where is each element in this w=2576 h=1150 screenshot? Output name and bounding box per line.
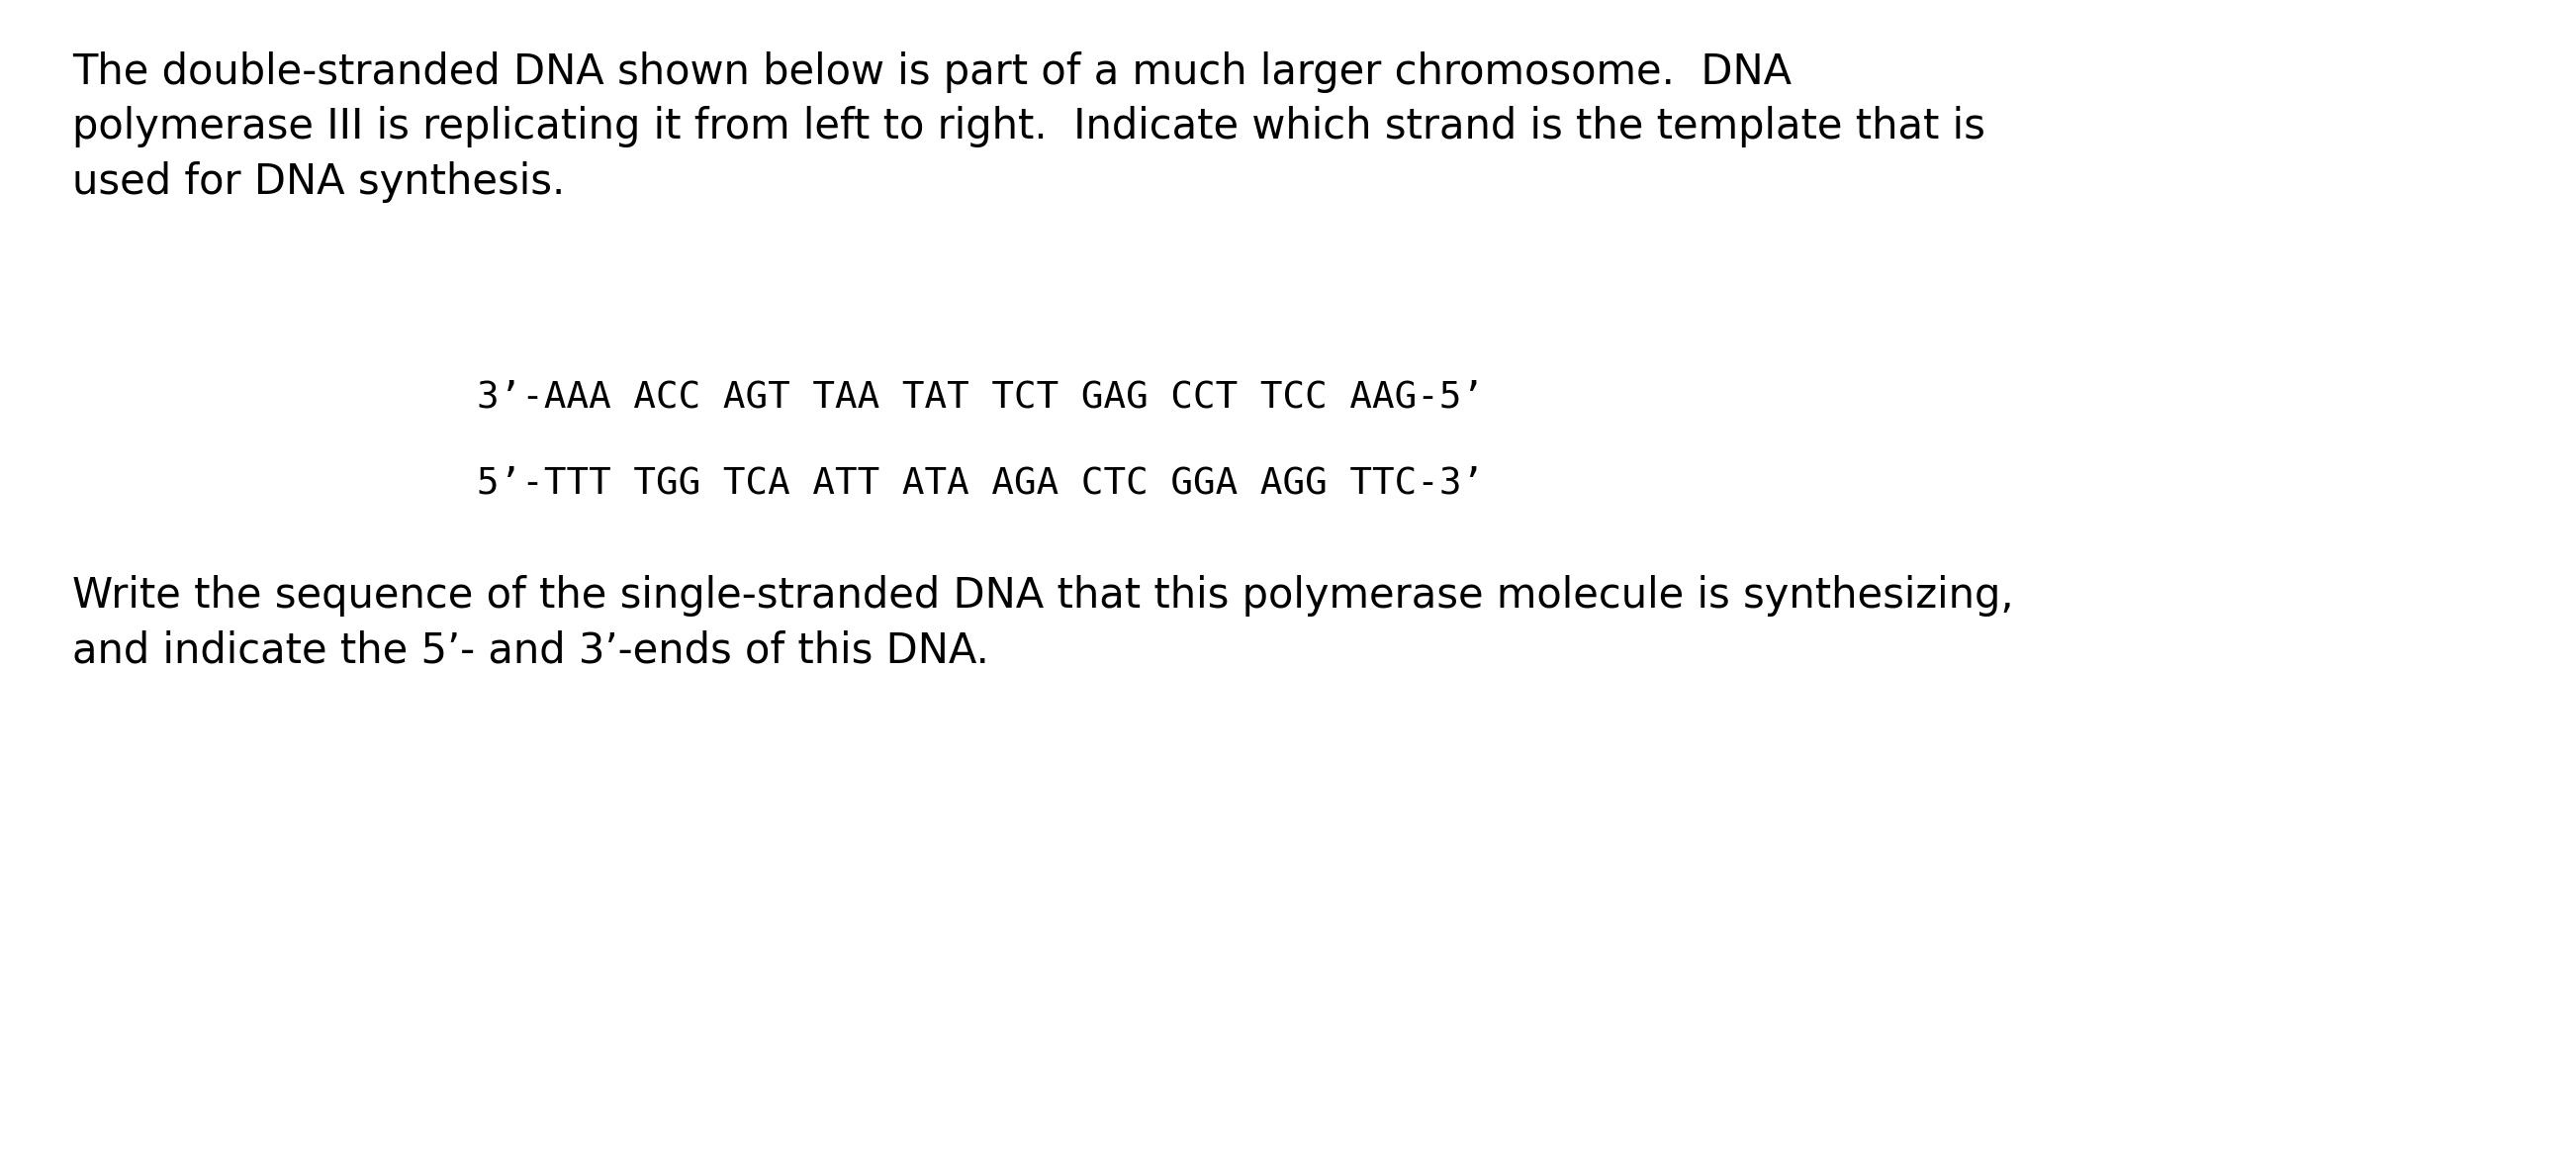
Text: 5’-TTT TGG TCA ATT ATA AGA CTC GGA AGG TTC-3’: 5’-TTT TGG TCA ATT ATA AGA CTC GGA AGG T…	[477, 466, 1484, 501]
Text: The double-stranded DNA shown below is part of a much larger chromosome.  DNA
po: The double-stranded DNA shown below is p…	[72, 52, 1986, 202]
Text: 3’-AAA ACC AGT TAA TAT TCT GAG CCT TCC AAG-5’: 3’-AAA ACC AGT TAA TAT TCT GAG CCT TCC A…	[477, 380, 1484, 415]
Text: Write the sequence of the single-stranded DNA that this polymerase molecule is s: Write the sequence of the single-strande…	[72, 575, 2014, 672]
